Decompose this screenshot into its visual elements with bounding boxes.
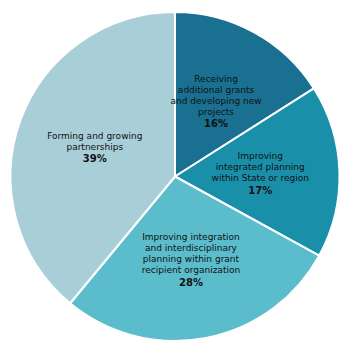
svg-text:projects: projects [198, 107, 234, 117]
svg-text:additional grants: additional grants [178, 85, 255, 95]
svg-text:and developing new: and developing new [171, 96, 262, 106]
svg-text:Improving integration: Improving integration [142, 232, 240, 242]
svg-text:39%: 39% [83, 153, 107, 164]
svg-text:recipient organization: recipient organization [142, 265, 240, 275]
svg-text:and interdisciplinary: and interdisciplinary [145, 243, 238, 253]
svg-text:Forming and growing: Forming and growing [47, 131, 142, 141]
svg-text:planning within grant: planning within grant [143, 254, 240, 264]
svg-text:Improving: Improving [238, 151, 283, 161]
svg-text:integrated planning: integrated planning [216, 162, 305, 172]
svg-text:within State or region: within State or region [212, 173, 309, 183]
svg-text:17%: 17% [248, 185, 272, 196]
svg-text:Receiving: Receiving [194, 74, 238, 84]
svg-text:28%: 28% [179, 277, 203, 288]
svg-text:16%: 16% [204, 118, 228, 129]
svg-text:partnerships: partnerships [66, 142, 123, 152]
